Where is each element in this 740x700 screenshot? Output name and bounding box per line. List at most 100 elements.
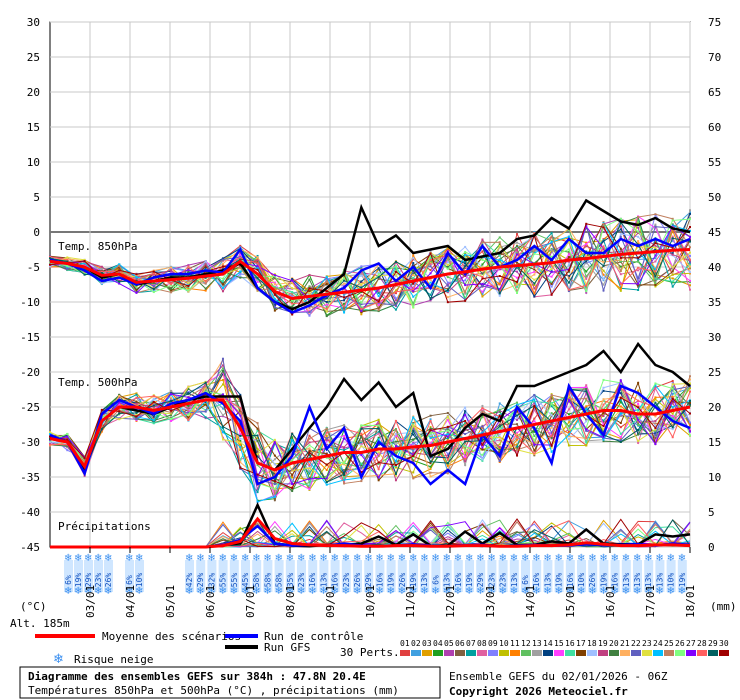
member-point [464, 262, 467, 265]
member-point [377, 295, 380, 298]
member-point [585, 392, 588, 395]
member-point [66, 434, 69, 437]
member-number: 14 [543, 639, 553, 648]
member-point [446, 472, 449, 475]
member-point [291, 287, 294, 290]
snowflake-icon: ❄ [84, 586, 92, 597]
member-point [308, 285, 311, 288]
snowflake-icon: ❄ [588, 586, 596, 597]
snow-pct-label: 35% [286, 573, 295, 588]
member-point [221, 379, 224, 382]
member-point [377, 451, 380, 454]
member-point [550, 423, 553, 426]
member-point [585, 260, 588, 263]
member-point [325, 303, 328, 306]
member-point [464, 423, 467, 426]
snowflake-icon: ❄ [241, 586, 249, 597]
member-point [170, 393, 173, 396]
member-point [654, 428, 657, 431]
member-point [360, 432, 363, 435]
member-point [498, 447, 501, 450]
member-point [464, 442, 467, 445]
member-point [412, 451, 415, 454]
member-point [394, 434, 397, 437]
member-point [602, 240, 605, 243]
member-point [481, 239, 484, 242]
member-point [66, 267, 69, 270]
member-point [221, 367, 224, 370]
member-point [239, 252, 242, 255]
snow-cell [297, 560, 306, 592]
member-point [291, 436, 294, 439]
member-point [273, 309, 276, 312]
member-point [619, 283, 622, 286]
member-point [637, 226, 640, 229]
member-point [187, 417, 190, 420]
member-point [204, 287, 207, 290]
snow-pct-label: 13% [319, 573, 328, 588]
member-point [412, 302, 415, 305]
member-point [689, 272, 691, 275]
member-point [135, 392, 138, 395]
member-point [602, 261, 605, 264]
member-point [343, 299, 346, 302]
member-point [654, 283, 657, 286]
member-point [619, 273, 622, 276]
left-tick-label: 30 [27, 16, 40, 29]
member-point [204, 386, 207, 389]
member-point [360, 308, 363, 311]
member-point [498, 433, 501, 436]
member-point [464, 255, 467, 258]
member-point [533, 441, 536, 444]
member-point [360, 310, 363, 313]
member-swatch [400, 650, 410, 656]
member-point [221, 383, 224, 386]
member-point [325, 481, 328, 484]
member-point [498, 241, 501, 244]
date-tick-label: 03/01 [84, 585, 97, 618]
member-point [498, 448, 501, 451]
member-point [118, 266, 121, 269]
member-point [481, 439, 484, 442]
member-point [516, 283, 519, 286]
snow-pct-label: 6% [521, 575, 530, 585]
panel-label-t500: Temp. 500hPa [58, 376, 137, 389]
member-point [187, 419, 190, 422]
member-point [446, 435, 449, 438]
member-swatch [477, 650, 487, 656]
date-tick-label: 17/01 [644, 585, 657, 618]
snowflake-icon: ❄ [263, 586, 271, 597]
member-point [221, 285, 224, 288]
member-point [585, 418, 588, 421]
member-point [567, 274, 570, 277]
member-point [516, 438, 519, 441]
member-point [516, 270, 519, 273]
member-point [585, 429, 588, 432]
member-point [273, 293, 276, 296]
member-point [135, 393, 138, 396]
member-point [446, 418, 449, 421]
member-number: 26 [675, 639, 685, 648]
member-point [446, 257, 449, 260]
member-point [325, 283, 328, 286]
member-point [516, 290, 519, 293]
snow-cell [487, 560, 497, 592]
snow-cell [420, 560, 430, 592]
member-point [273, 303, 276, 306]
member-point [343, 460, 346, 463]
snow-cell [442, 560, 452, 592]
member-point [429, 263, 432, 266]
member-point [637, 409, 640, 412]
member-point [689, 263, 691, 266]
member-point [152, 400, 155, 403]
member-point [343, 437, 346, 440]
member-point [360, 265, 363, 268]
snow-pct-label: 13% [543, 573, 552, 588]
member-point [221, 427, 224, 430]
member-point [135, 400, 138, 403]
snowflake-icon: ❄ [353, 586, 361, 597]
member-point [671, 224, 674, 227]
member-point [654, 415, 657, 418]
member-point [637, 218, 640, 221]
member-point [585, 390, 588, 393]
